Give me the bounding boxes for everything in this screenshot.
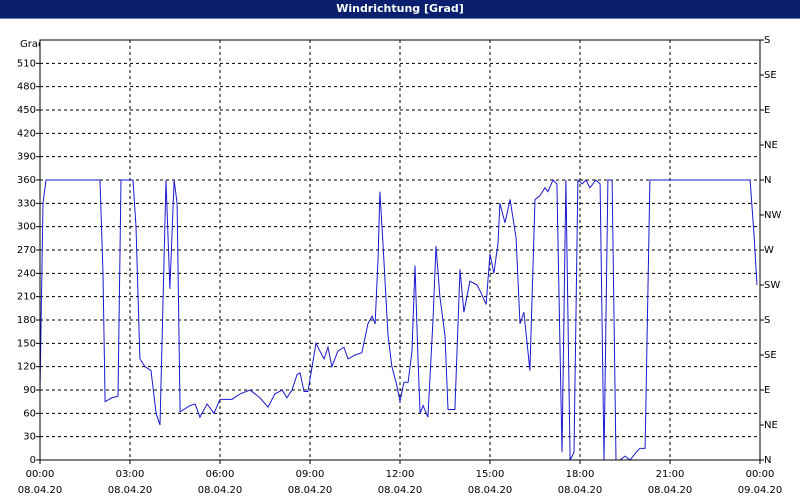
x-tick-date: 08.04.20 xyxy=(378,485,423,496)
y-tick-label: 390 xyxy=(17,152,36,163)
x-tick-date: 08.04.20 xyxy=(288,485,333,496)
x-tick-label: 03:00 xyxy=(116,469,145,480)
x-tick-date: 08.04.20 xyxy=(468,485,513,496)
y-axis-label: Grad xyxy=(20,39,44,50)
y2-tick-label: S xyxy=(764,315,770,326)
y2-tick-label: SE xyxy=(764,70,777,81)
y-tick-label: 300 xyxy=(17,222,36,233)
y-tick-label: 420 xyxy=(17,128,36,139)
x-tick-label: 12:00 xyxy=(386,469,415,480)
x-tick-label: 21:00 xyxy=(656,469,685,480)
data-line xyxy=(39,178,758,461)
y2-tick-label: W xyxy=(764,245,774,256)
y2-tick-label: N xyxy=(764,175,771,186)
y2-tick-label: NE xyxy=(764,420,778,431)
x-tick-label: 06:00 xyxy=(206,469,235,480)
y2-tick-label: E xyxy=(764,105,770,116)
title-bar: Windrichtung [Grad] xyxy=(0,0,800,19)
x-tick-date: 08.04.20 xyxy=(558,485,603,496)
y-tick-label: 330 xyxy=(17,198,36,209)
y-tick-label: 510 xyxy=(17,58,36,69)
y-tick-label: 90 xyxy=(23,385,36,396)
x-tick-label: 09:00 xyxy=(296,469,325,480)
y2-tick-label: S xyxy=(764,35,770,46)
y2-tick-label: SE xyxy=(764,350,777,361)
x-tick-label: 00:00 xyxy=(26,469,55,480)
y2-tick-label: NW xyxy=(764,210,781,221)
chart-title: Windrichtung [Grad] xyxy=(336,2,464,15)
x-tick-date: 08.04.20 xyxy=(108,485,153,496)
y-tick-label: 210 xyxy=(17,292,36,303)
x-tick-date: 08.04.20 xyxy=(648,485,693,496)
y2-tick-label: N xyxy=(764,455,771,466)
y-tick-label: 150 xyxy=(17,338,36,349)
y-tick-label: 270 xyxy=(17,245,36,256)
y2-tick-label: E xyxy=(764,385,770,396)
y-tick-label: 60 xyxy=(23,408,36,419)
y-tick-label: 180 xyxy=(17,315,36,326)
y2-tick-label: NE xyxy=(764,140,778,151)
y2-tick-label: SW xyxy=(764,280,780,291)
x-tick-label: 00:00 xyxy=(746,469,775,480)
y-tick-label: 360 xyxy=(17,175,36,186)
x-tick-date: 09.04.20 xyxy=(738,485,783,496)
y-tick-label: 120 xyxy=(17,362,36,373)
x-tick-label: 15:00 xyxy=(476,469,505,480)
x-tick-label: 18:00 xyxy=(566,469,595,480)
x-tick-date: 08.04.20 xyxy=(198,485,243,496)
y-tick-label: 480 xyxy=(17,82,36,93)
y-tick-label: 0 xyxy=(30,455,36,466)
y-tick-label: 450 xyxy=(17,105,36,116)
y-tick-label: 240 xyxy=(17,268,36,279)
x-tick-date: 08.04.20 xyxy=(18,485,63,496)
y-tick-label: 30 xyxy=(23,432,36,443)
plot-border xyxy=(39,39,761,461)
